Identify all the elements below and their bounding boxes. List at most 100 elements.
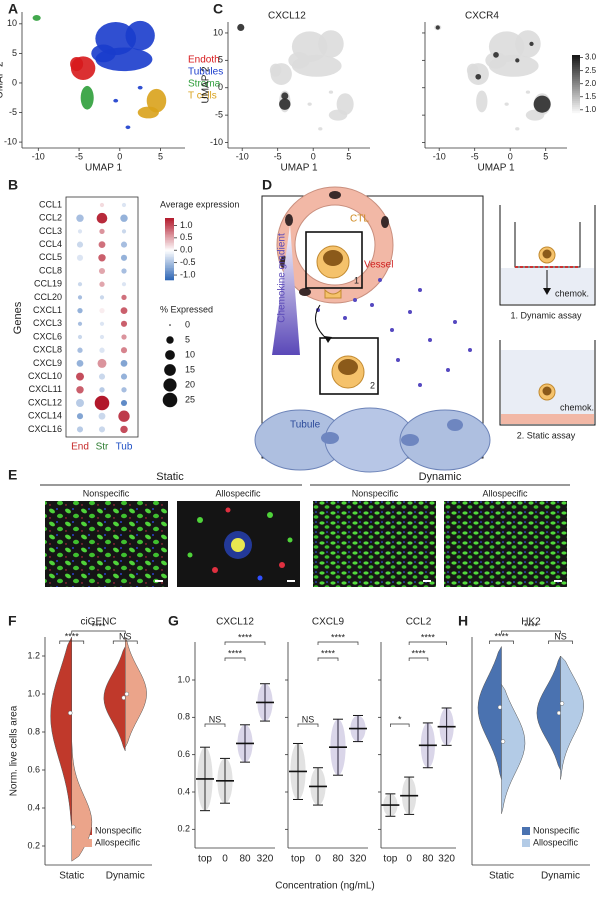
- x-tick-label: -5: [471, 151, 479, 161]
- legend-entry: Nonspecific: [533, 825, 580, 835]
- expression-spot: [435, 25, 440, 30]
- y-axis-label: UMAP 2: [201, 66, 212, 103]
- size-key: [166, 336, 174, 344]
- bracket: [548, 640, 573, 644]
- median: [71, 824, 76, 830]
- violin-half: [501, 683, 526, 814]
- expression-spot: [533, 95, 551, 113]
- condition-label: Nonspecific: [83, 488, 130, 498]
- colorbar-label: 1.0: [585, 105, 597, 114]
- colorbar-cell: [165, 225, 174, 228]
- dot: [77, 268, 83, 274]
- colorbar-cell: [165, 250, 174, 253]
- cluster: [137, 85, 143, 90]
- assay-label: 2. Static assay: [517, 430, 576, 440]
- gene-label: CCL4: [39, 239, 62, 249]
- cluster: [466, 63, 479, 77]
- colorbar-cell: [572, 75, 580, 78]
- cluster: [336, 93, 354, 116]
- y-tick-label: -5: [215, 110, 223, 120]
- gene-label: CXCL1: [33, 305, 62, 315]
- legend-entry: Tubules: [188, 67, 223, 78]
- gene-label: CXCL14: [28, 411, 62, 421]
- medium: [501, 350, 594, 414]
- x-tick-label: 5: [158, 151, 163, 161]
- inset-box: [319, 337, 379, 395]
- dot: [76, 241, 84, 248]
- colorbar-cell: [165, 256, 174, 259]
- colorbar-cell: [572, 113, 580, 116]
- dot: [120, 425, 128, 434]
- dot: [120, 307, 128, 314]
- dot: [76, 214, 84, 222]
- bracket: [489, 640, 514, 644]
- colorbar-cell: [165, 270, 174, 273]
- nucleus: [447, 419, 463, 431]
- cluster: [525, 90, 531, 94]
- dot: [120, 347, 128, 354]
- y-axis-label: Norm. live cells area: [9, 705, 20, 796]
- expression-spot: [279, 98, 291, 110]
- legend-swatch: [522, 839, 530, 847]
- x-tick-label: top: [198, 854, 212, 865]
- colorbar-cell: [165, 275, 174, 278]
- ctl-nucleus: [323, 250, 343, 266]
- y-axis-label: Genes: [12, 301, 24, 334]
- y-tick-label: 0.6: [27, 764, 40, 774]
- dot: [77, 229, 83, 234]
- x-tick-label: top: [383, 854, 397, 865]
- colorbar-cell: [572, 101, 580, 104]
- colorbar-cell: [165, 258, 174, 261]
- significance: NS: [554, 631, 567, 641]
- cluster: [318, 30, 344, 58]
- x-axis-label: Concentration (ng/mL): [275, 881, 375, 892]
- median: [124, 691, 129, 697]
- x-tick-label: 0: [315, 854, 321, 865]
- colorbar-cell: [165, 218, 174, 220]
- category-label: Tub: [116, 442, 133, 453]
- size-label: 25: [185, 394, 195, 404]
- colorbar-cell: [165, 231, 174, 234]
- colorbar-cell: [165, 253, 174, 256]
- x-tick-label: Static: [59, 871, 84, 882]
- colorbar-cell: [572, 99, 580, 102]
- gradient: [272, 225, 300, 355]
- median: [500, 739, 506, 744]
- dot: [118, 410, 130, 422]
- endothelium: [501, 414, 594, 424]
- ctl-nucleus: [338, 359, 358, 375]
- colorbar-cell: [165, 247, 174, 250]
- colorbar-cell: [165, 272, 174, 275]
- colorbar-cell: [572, 79, 580, 82]
- x-tick-label: -10: [236, 151, 249, 161]
- significance: ****: [421, 632, 436, 642]
- x-tick-label: Static: [489, 871, 514, 882]
- expression-spot: [237, 23, 245, 32]
- cluster: [32, 14, 41, 21]
- dot: [99, 321, 105, 326]
- cell-label: CTL: [350, 214, 369, 225]
- y-tick-label: 0.4: [177, 786, 190, 796]
- plot-title: CXCL12: [216, 617, 254, 628]
- x-tick-label: -10: [32, 151, 45, 161]
- colorbar-cell: [165, 252, 174, 254]
- dot: [77, 202, 83, 208]
- dot: [98, 373, 106, 380]
- cluster: [91, 44, 116, 63]
- expression-spot: [493, 52, 499, 58]
- nucleus: [542, 249, 552, 259]
- colorbar-cell: [572, 95, 580, 98]
- gene-label: CCL1: [39, 199, 62, 209]
- y-tick-label: 0: [218, 82, 223, 92]
- panel-label: F: [8, 613, 17, 629]
- significance: ****: [65, 631, 80, 641]
- colorbar-cell: [572, 97, 580, 100]
- colorbar-cell: [572, 81, 580, 84]
- y-tick-label: 10: [213, 27, 223, 37]
- significance: ****: [321, 648, 336, 658]
- y-tick-label: 10: [7, 18, 17, 28]
- legend-entry: Stroma: [188, 79, 221, 90]
- colorbar-cell: [165, 259, 174, 262]
- colorbar-label: -1.0: [180, 269, 196, 279]
- colorbar-label: 0.5: [180, 232, 193, 242]
